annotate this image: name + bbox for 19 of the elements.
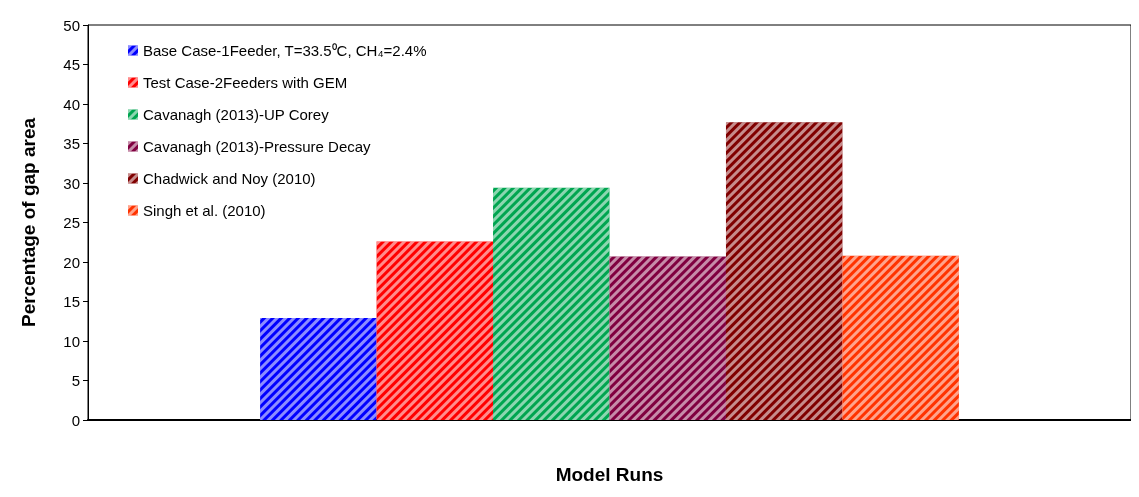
y-tick-label: 5 bbox=[71, 372, 80, 389]
y-tick-label: 20 bbox=[63, 253, 80, 271]
y-tick-label: 10 bbox=[63, 332, 80, 350]
y-axis-title: Percentage of gap area bbox=[18, 117, 39, 328]
legend-label: Test Case-2Feeders with GEM bbox=[143, 74, 348, 91]
legend-label: Cavanagh (2013)-UP Corey bbox=[143, 106, 330, 123]
y-tick-label: 0 bbox=[71, 411, 80, 429]
legend-label: Base Case-1Feeder, T=33.5⁰C, CH₄=2.4% bbox=[143, 42, 427, 59]
y-tick-label: 40 bbox=[63, 95, 80, 113]
y-tick-label: 25 bbox=[63, 214, 80, 231]
x-axis-title: Model Runs bbox=[555, 464, 664, 485]
y-tick-label: 45 bbox=[63, 56, 80, 73]
legend-label: Singh et al. (2010) bbox=[143, 202, 266, 219]
y-tick-label: 35 bbox=[63, 135, 80, 152]
legend-label: Cavanagh (2013)-Pressure Decay bbox=[143, 138, 372, 155]
y-tick-label: 15 bbox=[63, 293, 80, 310]
y-tick-label: 30 bbox=[63, 174, 80, 192]
y-tick-label: 50 bbox=[63, 16, 80, 34]
legend-label: Chadwick and Noy (2010) bbox=[143, 170, 316, 187]
